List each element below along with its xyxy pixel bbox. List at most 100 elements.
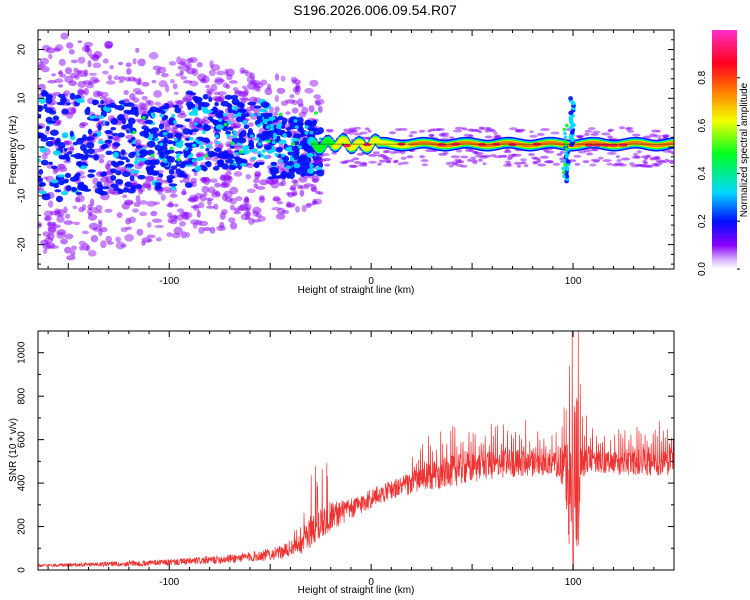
spectrogram-cell [56, 229, 67, 236]
spectrogram-cell [509, 127, 518, 131]
spectrogram-cell [173, 91, 179, 95]
spectrogram-cell [440, 134, 450, 138]
spectrogram-cell [57, 163, 65, 168]
spectrogram-cell [120, 243, 127, 248]
spectrogram-cell [194, 138, 199, 143]
spectrogram-cell [144, 159, 154, 166]
spectrogram-cell [63, 140, 73, 146]
spectrogram-cell [104, 139, 113, 144]
spectrogram-cell [130, 169, 140, 174]
spectrogram-cell [83, 41, 94, 48]
spectrogram-cell [105, 80, 116, 85]
spectrogram-cell [180, 231, 188, 239]
spectrogram-cell [630, 164, 639, 168]
spectrogram-cell [470, 159, 478, 163]
spectrogram-cell [38, 61, 44, 66]
spectrogram-cell [199, 156, 204, 161]
spectrogram-cell [291, 179, 298, 184]
spectrogram-cell [253, 183, 259, 189]
spectrogram-cell [77, 182, 83, 188]
spectrogram-cell [325, 128, 334, 132]
spectrogram-cell [221, 126, 230, 132]
spectrogram-cell [77, 80, 87, 88]
spectrogram-cell [63, 153, 70, 160]
spectrogram-cell [62, 150, 68, 155]
spectrogram-cell [90, 235, 99, 243]
spectrogram-cell [301, 204, 307, 213]
spectrogram-cell [288, 172, 295, 180]
spectrogram-cell [54, 44, 64, 52]
spectrogram-cell [100, 144, 106, 150]
spectrogram-cell [199, 193, 207, 202]
spectrogram-cell [256, 85, 261, 93]
spectrogram-cell [157, 149, 164, 155]
spectrogram-cell [493, 155, 503, 159]
spectrogram-cell [344, 144, 350, 147]
spectrogram-cell [584, 129, 593, 133]
spectrogram-cell [114, 104, 120, 110]
spectrogram-cell [238, 102, 244, 108]
spectrogram-cell [228, 126, 234, 131]
spectrogram-cell [57, 166, 68, 172]
spectrogram-cell [607, 129, 613, 133]
spectrogram-cell [123, 199, 134, 205]
spectrogram-cell [123, 90, 129, 95]
spectrogram-cell [552, 162, 561, 166]
spectrogram-cell [376, 154, 386, 157]
spectrogram-cell [256, 123, 261, 128]
spectrogram-cell [116, 160, 125, 166]
spectrogram-cell [49, 129, 59, 136]
spectrogram-cell [87, 60, 92, 68]
spectrogram-cell [181, 211, 190, 220]
spectrogram-cell [255, 213, 262, 218]
spectrogram-cell [158, 123, 165, 130]
spectrogram-cell [178, 61, 186, 66]
spectrogram-cell [615, 155, 621, 159]
spectrogram-cell [182, 174, 188, 178]
spectrogram-cell [162, 131, 167, 136]
spectrogram-cell [233, 124, 240, 129]
spectrogram-cell [312, 170, 320, 175]
spectrogram-cell [564, 151, 568, 155]
spectrogram-cell [442, 151, 449, 155]
spectrogram-cell [607, 135, 613, 139]
spectrogram-cell [353, 161, 362, 164]
spectrogram-cell [562, 174, 566, 179]
spectrogram-cell [54, 209, 62, 217]
spectrogram-cell [135, 194, 141, 203]
spectrogram-cell [138, 161, 145, 166]
spectrogram-cell [562, 158, 567, 163]
spectrogram-cell [272, 197, 282, 202]
spectrogram-cell [285, 127, 292, 131]
spectrogram-cell [215, 190, 221, 197]
spectrogram-cell [64, 67, 73, 75]
spectrogram-cell [212, 119, 220, 126]
spectrogram-cell [73, 221, 80, 226]
spectrogram-cell [38, 168, 44, 175]
spectrogram-cell [51, 73, 57, 77]
spectrogram-cell [181, 161, 187, 166]
spectrogram-cell [285, 111, 291, 115]
spectrogram-cell [185, 137, 190, 141]
spectrogram-cell [198, 201, 205, 209]
spectrogram-cell [204, 153, 209, 158]
spectrogram-cell [152, 65, 162, 71]
spectrogram-cell [384, 159, 392, 163]
spectrogram-cell [250, 113, 255, 117]
spectrogram-cell [285, 147, 290, 152]
spectrogram-cell [217, 94, 225, 103]
spectrogram-cell [132, 77, 137, 82]
spectrogram-cell [409, 130, 418, 134]
spectrogram-cell [480, 127, 489, 131]
colorbar-strip [712, 30, 737, 269]
spectrogram-cell [297, 98, 304, 107]
spectrogram-cell [252, 210, 259, 217]
spectrogram-cell [209, 178, 218, 183]
spectrogram-cell [380, 155, 388, 159]
spectrogram-cell [272, 195, 281, 202]
spectrogram-cell [154, 184, 162, 191]
spectrogram-cell [610, 144, 616, 147]
spectrogram-cell [662, 136, 668, 139]
spectrogram-cell [202, 166, 208, 172]
spectrogram-cell [45, 125, 50, 132]
